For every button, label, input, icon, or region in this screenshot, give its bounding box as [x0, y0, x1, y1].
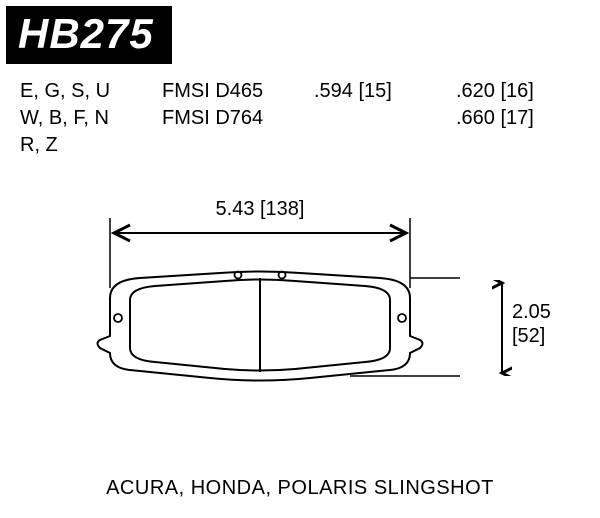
part-number-header: HB275	[6, 6, 172, 64]
height-dimension-value: 2.05	[512, 300, 582, 324]
fmsi-column: FMSI D465 FMSI D764	[162, 78, 292, 159]
brake-pad-diagram	[60, 218, 460, 418]
spec-row: E, G, S, U W, B, F, N R, Z FMSI D465 FMS…	[20, 78, 588, 159]
thickness-column-1: .594 [15]	[314, 78, 434, 159]
fitment-text: ACURA, HONDA, POLARIS SLINGSHOT	[0, 477, 600, 500]
part-number: HB275	[18, 10, 154, 57]
thickness-column-2: .620 [16] .660 [17]	[456, 78, 576, 159]
height-arrow-icon	[492, 280, 512, 376]
height-dimension-mm: [52]	[512, 324, 582, 348]
height-dimension: 2.05 [52]	[512, 300, 582, 348]
compounds-column: E, G, S, U W, B, F, N R, Z	[20, 78, 140, 159]
